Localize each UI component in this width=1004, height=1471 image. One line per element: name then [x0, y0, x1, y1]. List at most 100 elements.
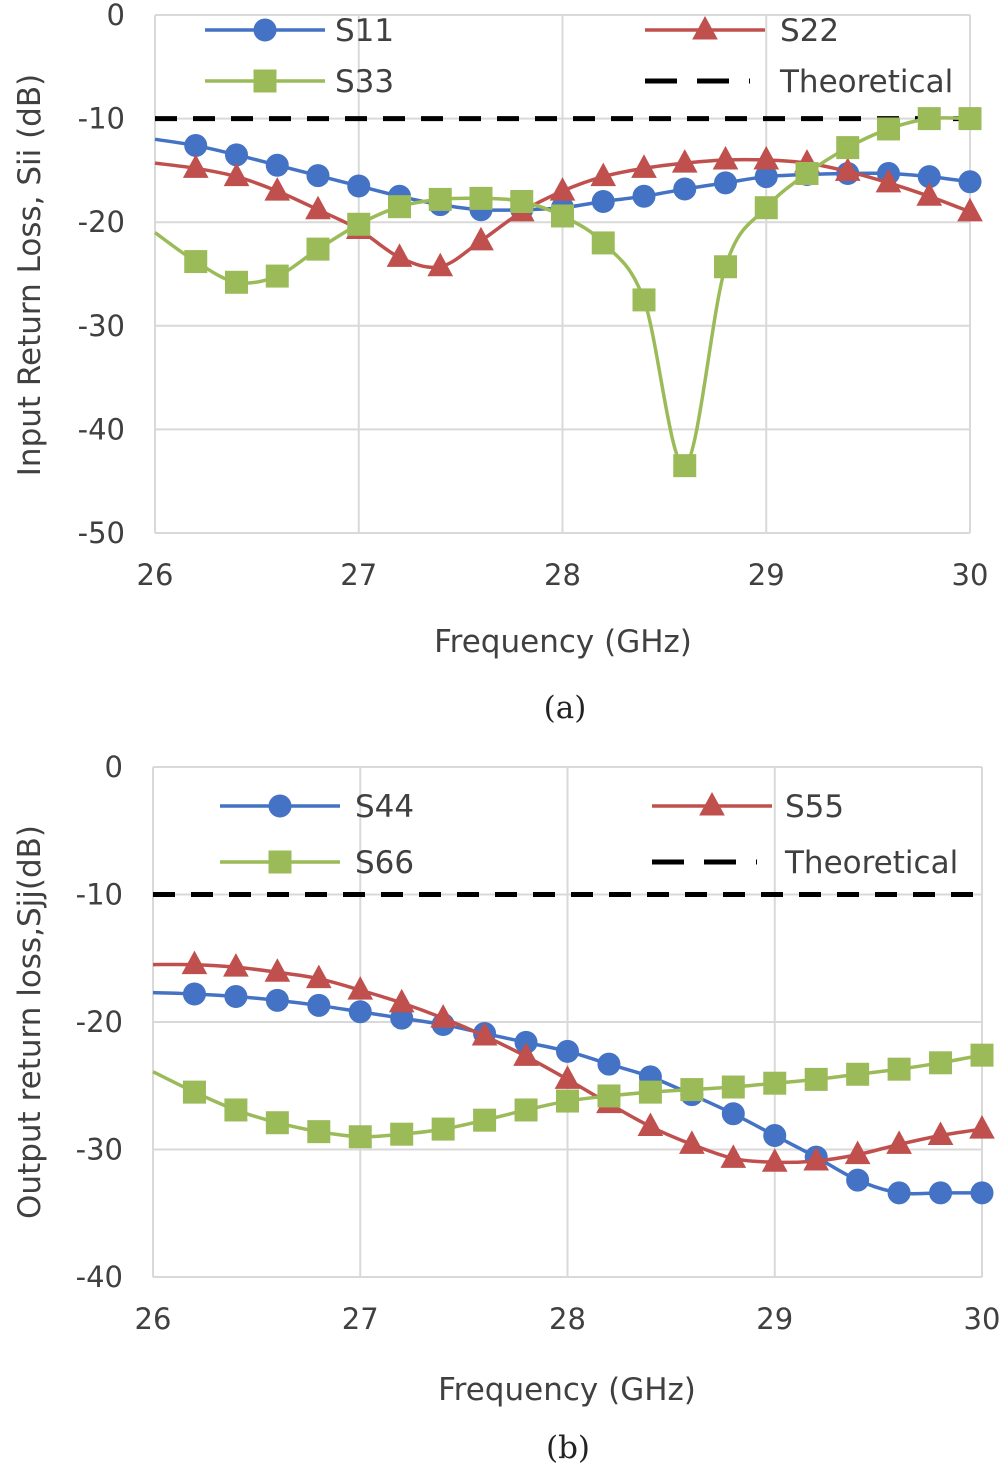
- y-tick-label: -20: [76, 1005, 123, 1039]
- x-tick-label: 26: [137, 558, 174, 592]
- y-tick-label: -10: [78, 102, 125, 136]
- series-s22-point: [631, 154, 657, 178]
- series-s33-point: [428, 187, 452, 211]
- x-tick-label: 30: [952, 558, 989, 592]
- series-s55-point: [264, 958, 291, 982]
- chart-a-y-axis-label: Input Return Loss, Sii (dB): [12, 74, 48, 476]
- series-s33-point: [510, 189, 534, 213]
- series-s33-point: [795, 162, 819, 186]
- series-s11-point: [632, 184, 656, 208]
- chart-b-caption: (b): [546, 1430, 590, 1466]
- series-s44-point: [970, 1181, 994, 1205]
- series-s22-point: [182, 154, 209, 178]
- series-s55-point: [388, 988, 415, 1013]
- series-s44-point: [224, 985, 248, 1008]
- legend-s11-label: S11: [335, 13, 394, 49]
- legend-s22-marker: [692, 15, 718, 40]
- series-s55-point: [305, 964, 332, 989]
- y-tick-label: -50: [78, 516, 125, 550]
- series-s66-point: [763, 1071, 787, 1095]
- series-s33-point: [469, 186, 493, 210]
- chart-a-y-ticks: 0 -10 -20 -30 -40 -50: [78, 0, 125, 550]
- series-s55-point: [223, 953, 249, 977]
- series-s55-point: [720, 1144, 747, 1168]
- series-s22-point: [549, 177, 576, 201]
- series-s33-point: [388, 195, 411, 219]
- x-tick-label: 27: [342, 1302, 379, 1336]
- x-tick-label: 29: [748, 558, 785, 592]
- series-s66-point: [431, 1117, 455, 1141]
- y-tick-label: -40: [78, 412, 125, 446]
- y-tick-label: -20: [78, 205, 125, 239]
- series-s66-point: [307, 1120, 331, 1144]
- series-s33-point: [184, 250, 208, 274]
- series-s55-point: [927, 1121, 954, 1145]
- series-s33-point: [754, 196, 778, 220]
- series-s44-point: [556, 1039, 579, 1063]
- legend-s44-marker: [268, 794, 292, 818]
- x-tick-label: 28: [549, 1302, 586, 1336]
- x-tick-label: 29: [756, 1302, 793, 1336]
- series-s11-point: [714, 171, 737, 195]
- series-s22-point: [957, 197, 983, 222]
- series-s55-point: [471, 1021, 498, 1046]
- series-s33-point: [917, 107, 941, 131]
- series-s55-point: [181, 950, 208, 975]
- series-s22-point: [753, 145, 780, 170]
- series-s22-point: [916, 182, 943, 206]
- series-s22-point: [834, 157, 861, 181]
- legend-s33-marker: [253, 69, 277, 93]
- series-s22-point: [875, 168, 902, 193]
- series-s33-point: [265, 264, 289, 288]
- series-s11-point: [225, 143, 248, 167]
- series-s33-point: [714, 255, 737, 279]
- x-tick-label: 30: [964, 1302, 1001, 1336]
- x-tick-label: 28: [544, 558, 581, 592]
- series-s11-point: [958, 170, 982, 194]
- series-s44-point: [348, 1000, 372, 1024]
- series-s66-point: [804, 1067, 828, 1091]
- series-s22-point: [590, 162, 617, 187]
- chart-b-series-group: [152, 892, 995, 1205]
- series-s55-point: [969, 1115, 995, 1139]
- series-s44-point: [307, 993, 331, 1017]
- chart-b-y-axis-label: Output return loss,Sjj(dB): [12, 825, 48, 1219]
- series-s22-point: [223, 162, 250, 187]
- series-s33-point: [673, 454, 697, 478]
- series-s66-point: [680, 1078, 704, 1102]
- chart-b: 0 -10 -20 -30 -40 26 27 28 29 30 Frequency (GHz)…: [12, 750, 1000, 1466]
- series-s66-point: [224, 1098, 248, 1122]
- chart-a-legend: S11 S22 S33 Theoretical: [205, 13, 953, 100]
- series-s66-point: [597, 1084, 621, 1108]
- series-s55-point: [679, 1130, 705, 1154]
- series-s55-point: [803, 1146, 830, 1171]
- chart-b-legend: S44 S55 S66 Theoretical: [220, 789, 958, 881]
- series-s33-point: [958, 107, 982, 131]
- series-s66-point: [390, 1122, 414, 1146]
- series-s66-point: [514, 1098, 538, 1122]
- series-s33-point: [877, 117, 900, 141]
- series-s55-point: [637, 1112, 664, 1137]
- series-s66-point: [182, 1080, 206, 1104]
- series-s66-point: [970, 1043, 994, 1067]
- series-s11-point: [673, 177, 697, 201]
- chart-a-series-group: [153, 107, 983, 478]
- series-s44-point: [763, 1123, 787, 1147]
- y-tick-label: -10: [76, 878, 123, 912]
- series-s55-point: [844, 1140, 871, 1165]
- chart-a: 0 -10 -20 -30 -40 -50 26 27 28 29 30 Frequency (G…: [12, 0, 988, 726]
- series-s11-point: [306, 164, 330, 188]
- legend-theoretical-label: Theoretical: [779, 64, 953, 100]
- series-s44-point: [887, 1181, 911, 1205]
- legend-s55-label: S55: [785, 789, 844, 825]
- legend-s22-label: S22: [780, 13, 839, 49]
- chart-a-caption: (a): [544, 690, 587, 726]
- series-s22-point: [712, 145, 739, 170]
- series-s11-point: [184, 134, 208, 158]
- chart-b-y-ticks: 0 -10 -20 -30 -40: [76, 750, 123, 1294]
- y-tick-label: -30: [76, 1133, 123, 1167]
- series-s66-point: [556, 1089, 579, 1113]
- series-s66-point: [638, 1080, 662, 1104]
- series-s55-point: [513, 1042, 539, 1066]
